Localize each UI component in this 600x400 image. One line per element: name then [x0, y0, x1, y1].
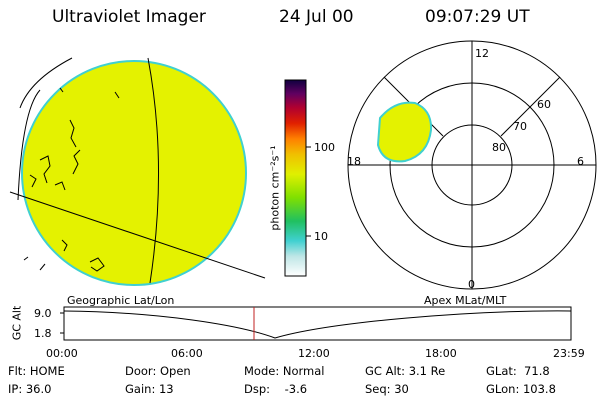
- date-label: 24 Jul 00: [279, 7, 354, 27]
- gc-alt-curve: [63, 310, 572, 339]
- instrument-title: Ultraviolet Imager: [52, 7, 206, 27]
- geo-meridian: [19, 57, 73, 109]
- timeline-xtick: 18:00: [425, 347, 457, 360]
- status-gc-alt: GC Alt: 3.1 Re: [365, 364, 446, 378]
- status-dsp: Dsp: -3.6: [244, 382, 308, 396]
- colorbar-unit-label: photon cm⁻²s⁻¹: [268, 145, 282, 231]
- polar-diagonal: [500, 76, 561, 137]
- timeline-ylabel: GC Alt: [10, 305, 24, 341]
- status-glon: GLon: 103.8: [486, 382, 556, 396]
- geo-emission-disk: [21, 60, 247, 286]
- timeline-xtick: 12:00: [298, 347, 330, 360]
- timeline-frame: [63, 306, 572, 341]
- timeline-xtick: 23:59: [553, 347, 585, 360]
- timeline-plot: [60, 306, 572, 341]
- geo-latitude-line: [9, 191, 266, 279]
- timeline-ytick-1: 1.8: [34, 327, 52, 340]
- status-door: Door: Open: [125, 364, 191, 378]
- colorbar: [284, 79, 311, 277]
- lat-label-70: 70: [513, 120, 527, 133]
- polar-panel-label: Apex MLat/MLT: [424, 294, 507, 307]
- mlt-label-0: 0: [468, 278, 475, 291]
- status-mode: Mode: Normal: [244, 364, 325, 378]
- timeline-ytick-9: 9.0: [34, 307, 52, 320]
- status-seq: Seq: 30: [365, 382, 409, 396]
- lat-label-60: 60: [537, 98, 551, 111]
- polar-auroral-patch: [376, 101, 433, 163]
- status-gain: Gain: 13: [125, 382, 174, 396]
- geo-meridian: [17, 89, 41, 201]
- polar-plot: [347, 40, 597, 290]
- mlt-label-18: 18: [347, 155, 361, 168]
- geo-image-panel: [9, 57, 266, 286]
- colorbar-tick-10: 10: [314, 230, 328, 243]
- timeline-xtick: 06:00: [171, 347, 203, 360]
- geo-panel-label: Geographic Lat/Lon: [67, 294, 175, 307]
- lat-label-80: 80: [492, 141, 506, 154]
- status-flt: Flt: HOME: [8, 364, 65, 378]
- status-ip: IP: 36.0: [8, 382, 52, 396]
- status-glat: GLat: 71.8: [486, 364, 550, 378]
- geo-meridian: [147, 57, 159, 284]
- timeline-xtick: 00:00: [46, 347, 78, 360]
- colorbar-gradient: [284, 79, 307, 277]
- mlt-label-6: 6: [577, 155, 584, 168]
- mlt-label-12: 12: [475, 47, 489, 60]
- geo-coastlines: [23, 87, 120, 272]
- time-label: 09:07:29 UT: [425, 7, 530, 27]
- colorbar-tick-100: 100: [314, 141, 335, 154]
